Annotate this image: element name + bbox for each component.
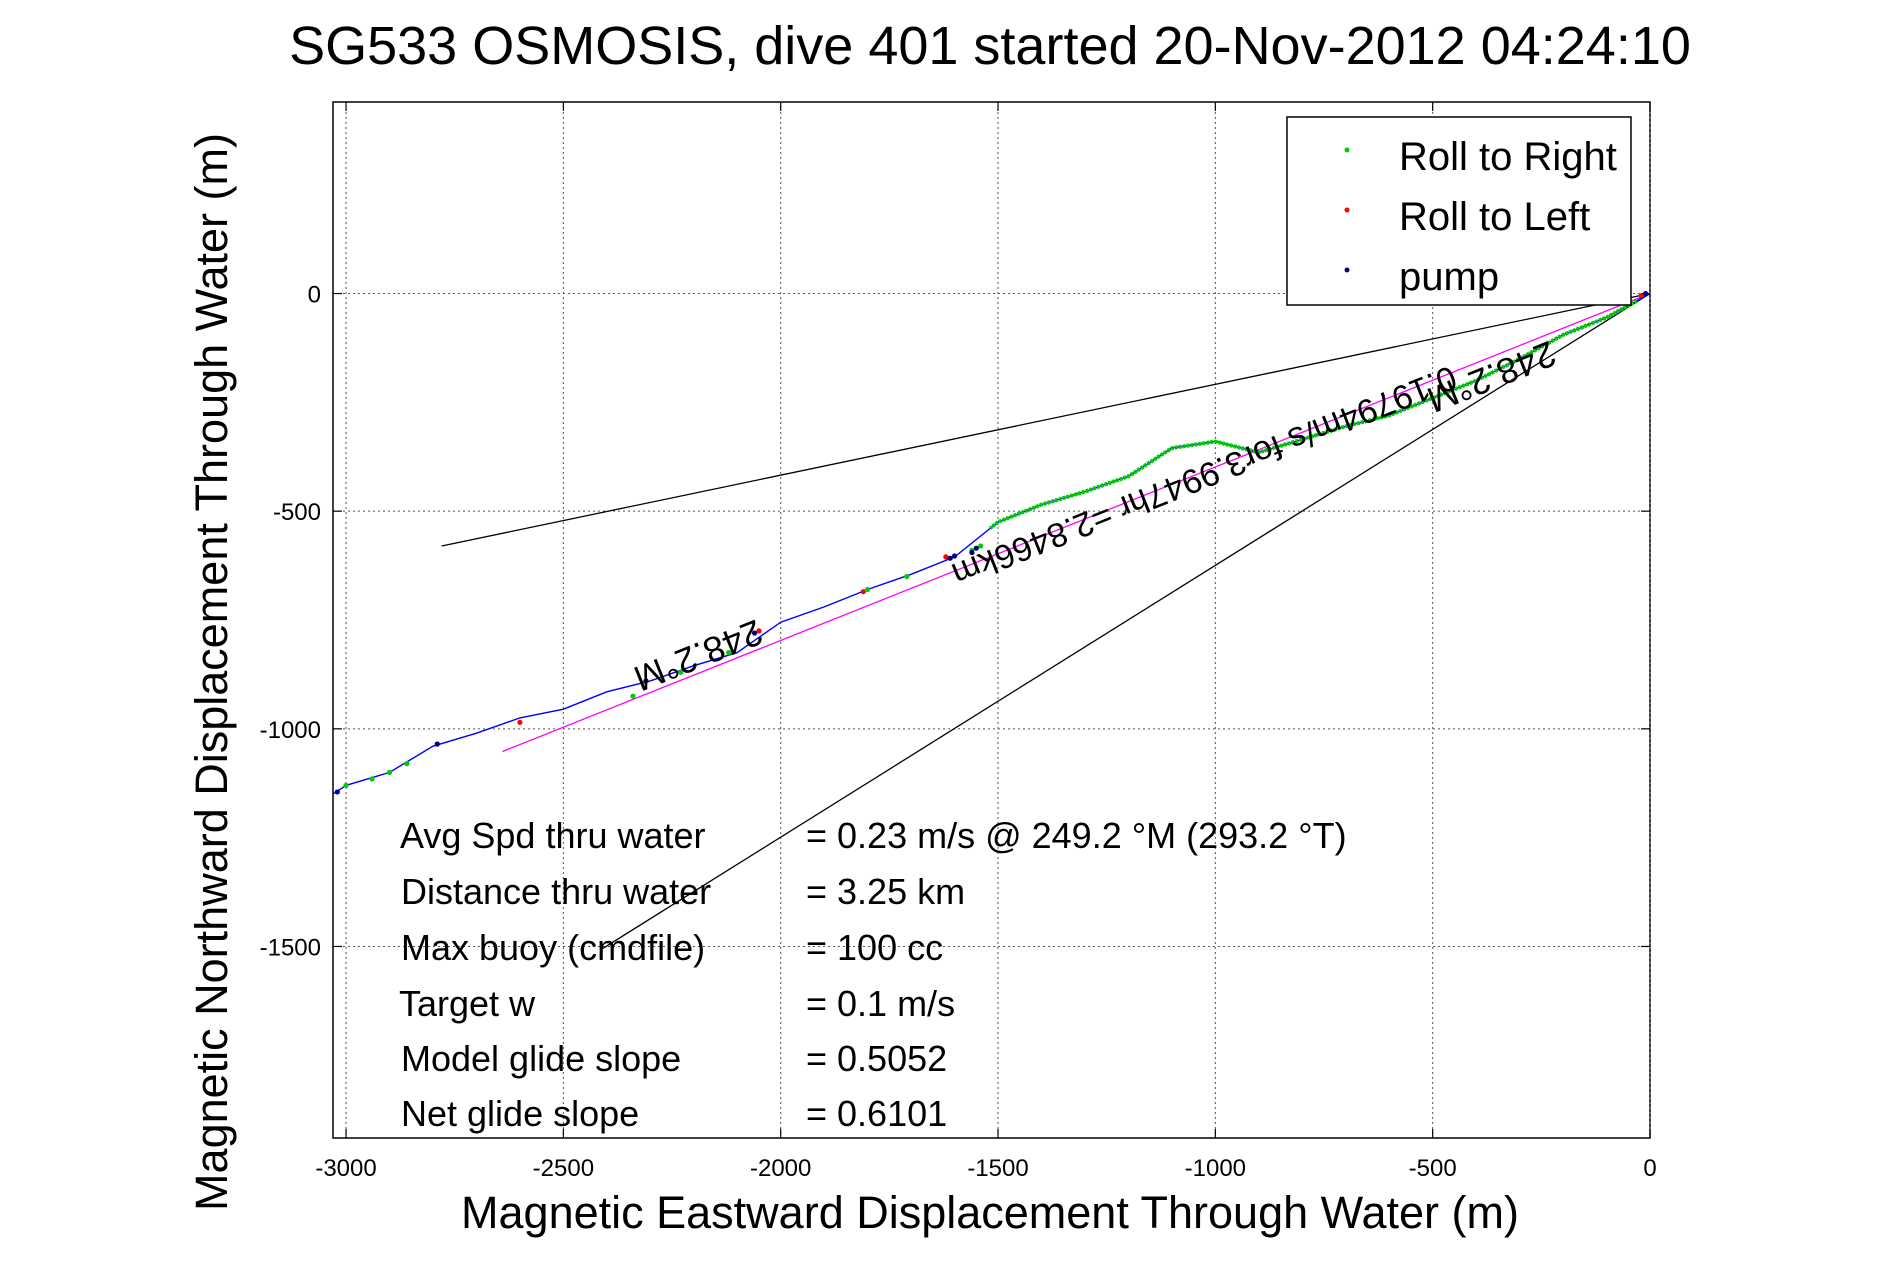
pump-marker [334, 789, 340, 795]
stat-value: = 0.1 m/s [806, 983, 955, 1024]
y-tick-label: -1000 [260, 717, 321, 744]
stat-label: Model glide slope [401, 1038, 681, 1079]
pump-marker [643, 678, 649, 684]
pump-marker [1643, 290, 1649, 297]
roll-left-marker [756, 628, 762, 634]
stat-label: Distance thru water [401, 871, 711, 912]
legend-label-pump: pump [1399, 255, 1499, 299]
legend-entry-roll-left: Roll to Left [1344, 195, 1590, 239]
x-axis-label: Magnetic Eastward Displacement Through W… [461, 1187, 1519, 1238]
roll-left-marker [517, 719, 523, 725]
y-tick-label: -500 [273, 499, 321, 526]
stat-value: = 0.6101 [806, 1093, 947, 1134]
pump-marker [973, 545, 979, 551]
pump-marker [434, 741, 440, 747]
roll-right-marker [404, 761, 410, 767]
stats-annotation: Avg Spd thru water = 0.23 m/s @ 249.2 °M … [399, 815, 1347, 1134]
roll-right-marker [369, 776, 375, 782]
cone-lower [602, 292, 1651, 950]
legend-label-roll-right: Roll to Right [1399, 135, 1617, 179]
roll-right-marker [386, 769, 393, 775]
roll-right-marker [725, 650, 732, 656]
x-tick-label: -2000 [750, 1155, 811, 1182]
roll-right-marker [630, 693, 636, 699]
legend-label-roll-left: Roll to Left [1399, 195, 1590, 239]
roll-left-marker [943, 554, 949, 560]
y-tick-label: -1500 [260, 934, 321, 961]
pump-marker [951, 553, 958, 559]
roll-right-marker [904, 573, 910, 580]
legend-entry-roll-right: Roll to Right [1344, 135, 1617, 179]
heading-line [502, 292, 1651, 753]
chart-title: SG533 OSMOSIS, dive 401 started 20-Nov-2… [289, 16, 1691, 76]
stat-label: Target w [399, 983, 536, 1024]
y-tick-label: 0 [308, 282, 321, 309]
x-tick-label: -1000 [1185, 1155, 1246, 1182]
legend-box [1286, 116, 1632, 306]
x-tick-label: -2500 [533, 1155, 594, 1182]
x-tick-label: -500 [1409, 1155, 1457, 1182]
pump-marker [969, 549, 975, 556]
roll-left-marker [1638, 293, 1644, 299]
legend-marker-pump [1344, 267, 1350, 273]
stat-value: = 0.23 m/s @ 249.2 °M (293.2 °T) [806, 815, 1347, 856]
x-tick-label: 0 [1643, 1155, 1656, 1182]
y-axis-label: Magnetic Northward Displacement Through … [186, 133, 237, 1211]
legend-marker-roll-left [1344, 207, 1350, 213]
roll-left-marker [860, 589, 866, 595]
roll-right-marker [343, 782, 349, 789]
roll-right-marker [978, 543, 984, 549]
roll-right-marker [865, 586, 871, 593]
stat-value: = 0.5052 [806, 1038, 947, 1079]
legend-entry-pump: pump [1344, 255, 1499, 299]
pump-marker [947, 555, 953, 561]
x-tick-label: -3000 [315, 1155, 376, 1182]
cone-upper [441, 292, 1651, 547]
x-tick-label: -1500 [967, 1155, 1028, 1182]
roll-right-marker [678, 669, 684, 675]
pump-marker [752, 630, 758, 636]
stat-label: Avg Spd thru water [400, 815, 706, 856]
stat-value: = 3.25 km [806, 871, 965, 912]
roll-right-segment [988, 298, 1638, 530]
legend: Roll to Right Roll to Left pump [1286, 116, 1632, 306]
stat-label: Net glide slope [401, 1093, 639, 1134]
stat-value: = 100 cc [806, 927, 943, 968]
stat-label: Max buoy (cmdfile) [401, 927, 705, 968]
legend-marker-roll-right [1344, 147, 1350, 153]
